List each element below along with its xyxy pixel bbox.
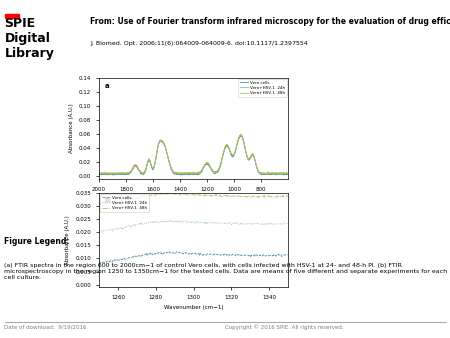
Vero+HSV-1  24h xyxy=(285,172,291,176)
Vero+HSV-1  48h xyxy=(97,201,102,205)
Vero+HSV-1  24h xyxy=(269,222,274,226)
Vero+HSV-1  24h xyxy=(168,218,173,222)
Vero+HSV-1  24h xyxy=(96,171,102,175)
Vero+HSV-1  48h xyxy=(256,195,261,199)
Vero cells xyxy=(98,261,103,265)
Vero+HSV-1  48h xyxy=(171,190,176,194)
Line: Vero cells: Vero cells xyxy=(99,136,288,175)
Vero cells xyxy=(244,154,249,158)
Bar xyxy=(4,14,19,18)
Text: a: a xyxy=(105,83,109,89)
Vero+HSV-1  24h xyxy=(173,171,178,175)
Y-axis label: Absorbance (A.U.): Absorbance (A.U.) xyxy=(65,215,70,265)
Line: Vero+HSV-1  24h: Vero+HSV-1 24h xyxy=(99,135,288,175)
Line: Vero+HSV-1  24h: Vero+HSV-1 24h xyxy=(99,220,288,232)
Text: Copyright © 2016 SPIE. All rights reserved.: Copyright © 2016 SPIE. All rights reserv… xyxy=(225,324,344,330)
Vero cells xyxy=(97,260,102,264)
Text: Digital: Digital xyxy=(4,32,50,45)
Vero+HSV-1  48h xyxy=(209,193,215,197)
Vero+HSV-1  48h xyxy=(226,146,232,150)
Vero+HSV-1  48h xyxy=(285,194,291,198)
Vero+HSV-1  24h xyxy=(98,230,104,234)
Vero cells xyxy=(285,252,291,257)
Vero+HSV-1  24h xyxy=(280,173,285,177)
Vero+HSV-1  48h xyxy=(180,171,185,175)
Vero+HSV-1  24h xyxy=(209,221,215,225)
Vero+HSV-1  48h xyxy=(101,172,106,176)
Vero+HSV-1  24h xyxy=(97,229,102,233)
Vero+HSV-1  24h xyxy=(210,221,216,225)
Vero+HSV-1  24h xyxy=(96,228,102,233)
Vero cells xyxy=(209,252,215,257)
Vero cells xyxy=(116,172,121,176)
Vero+HSV-1  48h xyxy=(96,171,102,175)
Text: Figure Legend:: Figure Legend: xyxy=(4,237,70,246)
Vero+HSV-1  48h xyxy=(285,171,291,175)
Line: Vero+HSV-1  48h: Vero+HSV-1 48h xyxy=(99,134,288,174)
Vero+HSV-1  48h xyxy=(96,202,102,206)
Vero+HSV-1  48h xyxy=(238,132,243,136)
Text: Library: Library xyxy=(4,47,54,60)
Legend: Vero cells, Vero+HSV-1  24h, Vero+HSV-1  48h: Vero cells, Vero+HSV-1 24h, Vero+HSV-1 4… xyxy=(100,194,149,212)
Vero+HSV-1  24h xyxy=(180,171,185,175)
Vero+HSV-1  24h xyxy=(226,146,231,150)
Vero cells xyxy=(226,147,232,151)
Vero+HSV-1  48h xyxy=(116,171,121,175)
Vero+HSV-1  48h xyxy=(244,153,249,157)
Vero cells xyxy=(210,253,216,257)
Vero cells xyxy=(239,134,244,138)
Text: SPIE: SPIE xyxy=(4,17,36,29)
Vero+HSV-1  24h xyxy=(244,153,249,157)
Vero cells xyxy=(167,249,172,254)
Vero+HSV-1  24h xyxy=(257,222,262,226)
Text: (a) FTIR spectra in the region 600 to 2000cm−1 of control Vero cells, with cells: (a) FTIR spectra in the region 600 to 20… xyxy=(4,263,448,280)
Vero+HSV-1  24h xyxy=(213,220,219,224)
X-axis label: Wavenumber (cm−1): Wavenumber (cm−1) xyxy=(164,306,223,311)
Vero+HSV-1  48h xyxy=(248,155,253,160)
Y-axis label: Absorbance (A.U.): Absorbance (A.U.) xyxy=(68,103,73,153)
Vero cells xyxy=(257,254,262,258)
Vero cells xyxy=(96,172,102,176)
X-axis label: Wavenumber (cm−1): Wavenumber (cm−1) xyxy=(164,197,223,202)
Vero+HSV-1  48h xyxy=(173,170,178,174)
Vero cells xyxy=(285,172,291,176)
Vero cells xyxy=(173,172,178,176)
Text: Date of download:  9/19/2016: Date of download: 9/19/2016 xyxy=(4,324,87,330)
Vero+HSV-1  24h xyxy=(238,133,243,137)
Vero cells xyxy=(248,156,253,161)
Vero cells xyxy=(180,172,185,176)
Vero+HSV-1  48h xyxy=(268,194,274,198)
Legend: Vero cells, Vero+HSV-1  24h, Vero+HSV-1  48h: Vero cells, Vero+HSV-1 24h, Vero+HSV-1 4… xyxy=(238,79,287,97)
Text: J. Biomed. Opt. 2006;11(6):064009-064009-6. doi:10.1117/1.2397554: J. Biomed. Opt. 2006;11(6):064009-064009… xyxy=(90,41,308,46)
Vero+HSV-1  24h xyxy=(247,156,252,160)
Vero cells xyxy=(96,260,102,264)
Vero cells xyxy=(110,173,116,177)
Text: From: Use of Fourier transform infrared microscopy for the evaluation of drug ef: From: Use of Fourier transform infrared … xyxy=(90,17,450,26)
Vero cells xyxy=(269,254,274,258)
Vero+HSV-1  48h xyxy=(209,194,214,198)
Vero cells xyxy=(213,252,219,257)
Vero+HSV-1  24h xyxy=(116,171,121,175)
Vero+HSV-1  24h xyxy=(285,221,291,225)
Vero+HSV-1  48h xyxy=(212,193,218,197)
Line: Vero cells: Vero cells xyxy=(99,251,288,263)
Text: b: b xyxy=(105,197,110,203)
Line: Vero+HSV-1  48h: Vero+HSV-1 48h xyxy=(99,192,288,204)
